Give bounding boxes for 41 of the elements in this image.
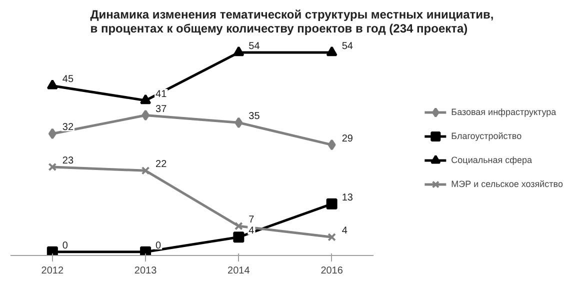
- point: [140, 94, 152, 104]
- data-label: 0: [156, 240, 162, 252]
- legend-label: Базовая инфраструктура: [451, 106, 556, 118]
- point: [326, 46, 338, 56]
- point: [46, 246, 58, 256]
- legend-label: Социальная сфера: [451, 154, 532, 166]
- x-tick-label: 2016: [320, 266, 344, 276]
- data-label: 7: [248, 214, 255, 226]
- point: [48, 128, 56, 140]
- data-label: 23: [62, 155, 74, 166]
- data-label: 35: [248, 111, 260, 122]
- data-label: 32: [62, 122, 74, 134]
- point: [326, 198, 338, 210]
- x-tick-label: 2012: [41, 266, 64, 276]
- point: [233, 232, 244, 243]
- data-label: 54: [248, 40, 260, 52]
- point: [140, 246, 152, 256]
- point: [234, 222, 243, 230]
- x-tick-label: 2013: [134, 266, 158, 276]
- legend-label: МЭР и сельское хозяйство: [451, 178, 563, 190]
- data-label: 0: [62, 240, 68, 252]
- data-label: 4: [248, 226, 255, 237]
- data-label: 45: [62, 74, 74, 86]
- data-label: 13: [342, 192, 354, 204]
- point: [48, 162, 57, 172]
- point: [234, 117, 243, 128]
- legend-label: Благоустройство: [451, 130, 522, 142]
- point: [328, 139, 336, 150]
- data-label: 22: [156, 159, 168, 170]
- data-label: 29: [342, 133, 354, 144]
- point: [233, 46, 244, 56]
- data-label: 37: [156, 104, 168, 115]
- point: [142, 110, 150, 121]
- point: [141, 166, 150, 175]
- point: [328, 232, 336, 242]
- x-tick-label: 2014: [228, 266, 250, 276]
- data-label: 54: [342, 40, 354, 52]
- data-label: 4: [342, 226, 348, 237]
- point: [46, 80, 58, 90]
- data-label: 41: [156, 88, 168, 100]
- chart-title: Динамика изменения тематической структуры местных инициатив, в процентах к общему количеству проектов в год (234 проекта): [90, 8, 494, 36]
